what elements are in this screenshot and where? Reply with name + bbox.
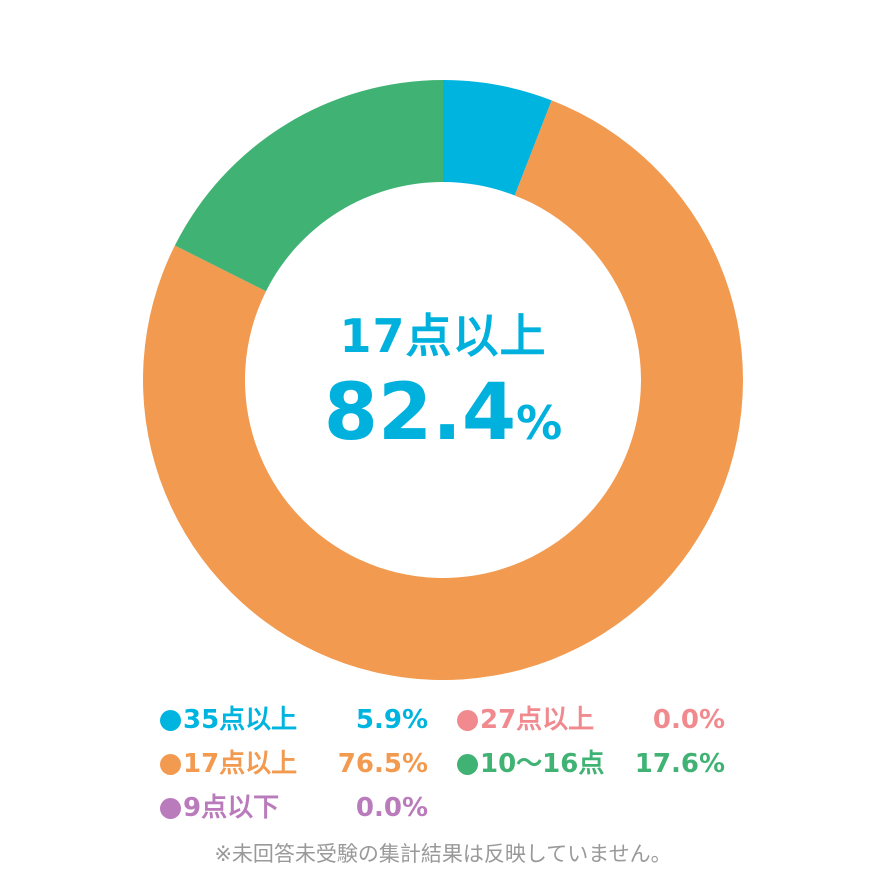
legend-item-35-plus: 35点以上 5.9% — [160, 700, 428, 740]
legend-item-10-16: 10～16点 17.6% — [457, 744, 725, 784]
legend-label: 27点以上 — [480, 705, 595, 735]
legend-dot — [160, 798, 181, 819]
legend-value: 0.0% — [355, 793, 428, 823]
donut-slice-3 — [174, 80, 443, 292]
legend-item-9-minus: 9点以下 0.0% — [160, 788, 428, 828]
legend-value: 0.0% — [652, 705, 725, 735]
legend-dot — [457, 754, 478, 775]
legend-value: 5.9% — [355, 705, 428, 735]
legend-label: 9点以下 — [183, 793, 280, 823]
center-value-number: 82.4 — [323, 368, 517, 458]
legend-label: 35点以上 — [183, 705, 298, 735]
center-title: 17点以上 — [339, 309, 547, 363]
center-value: 82.4% — [0, 368, 886, 458]
footnote: ※未回答未受験の集計結果は反映していません。 — [214, 842, 672, 866]
donut-slices — [143, 80, 743, 680]
legend-value: 17.6% — [634, 749, 725, 779]
donut-slice-0 — [443, 80, 552, 196]
donut-slice-2 — [143, 100, 743, 680]
legend-dot — [457, 710, 478, 731]
center-value-unit: % — [516, 396, 563, 450]
legend-item-17-plus: 17点以上 76.5% — [160, 744, 428, 784]
legend-dot — [160, 710, 181, 731]
legend-label: 10～16点 — [480, 749, 605, 779]
legend-value: 76.5% — [337, 749, 428, 779]
legend-dot — [160, 754, 181, 775]
legend-label: 17点以上 — [183, 749, 298, 779]
legend-item-27-plus: 27点以上 0.0% — [457, 700, 725, 740]
